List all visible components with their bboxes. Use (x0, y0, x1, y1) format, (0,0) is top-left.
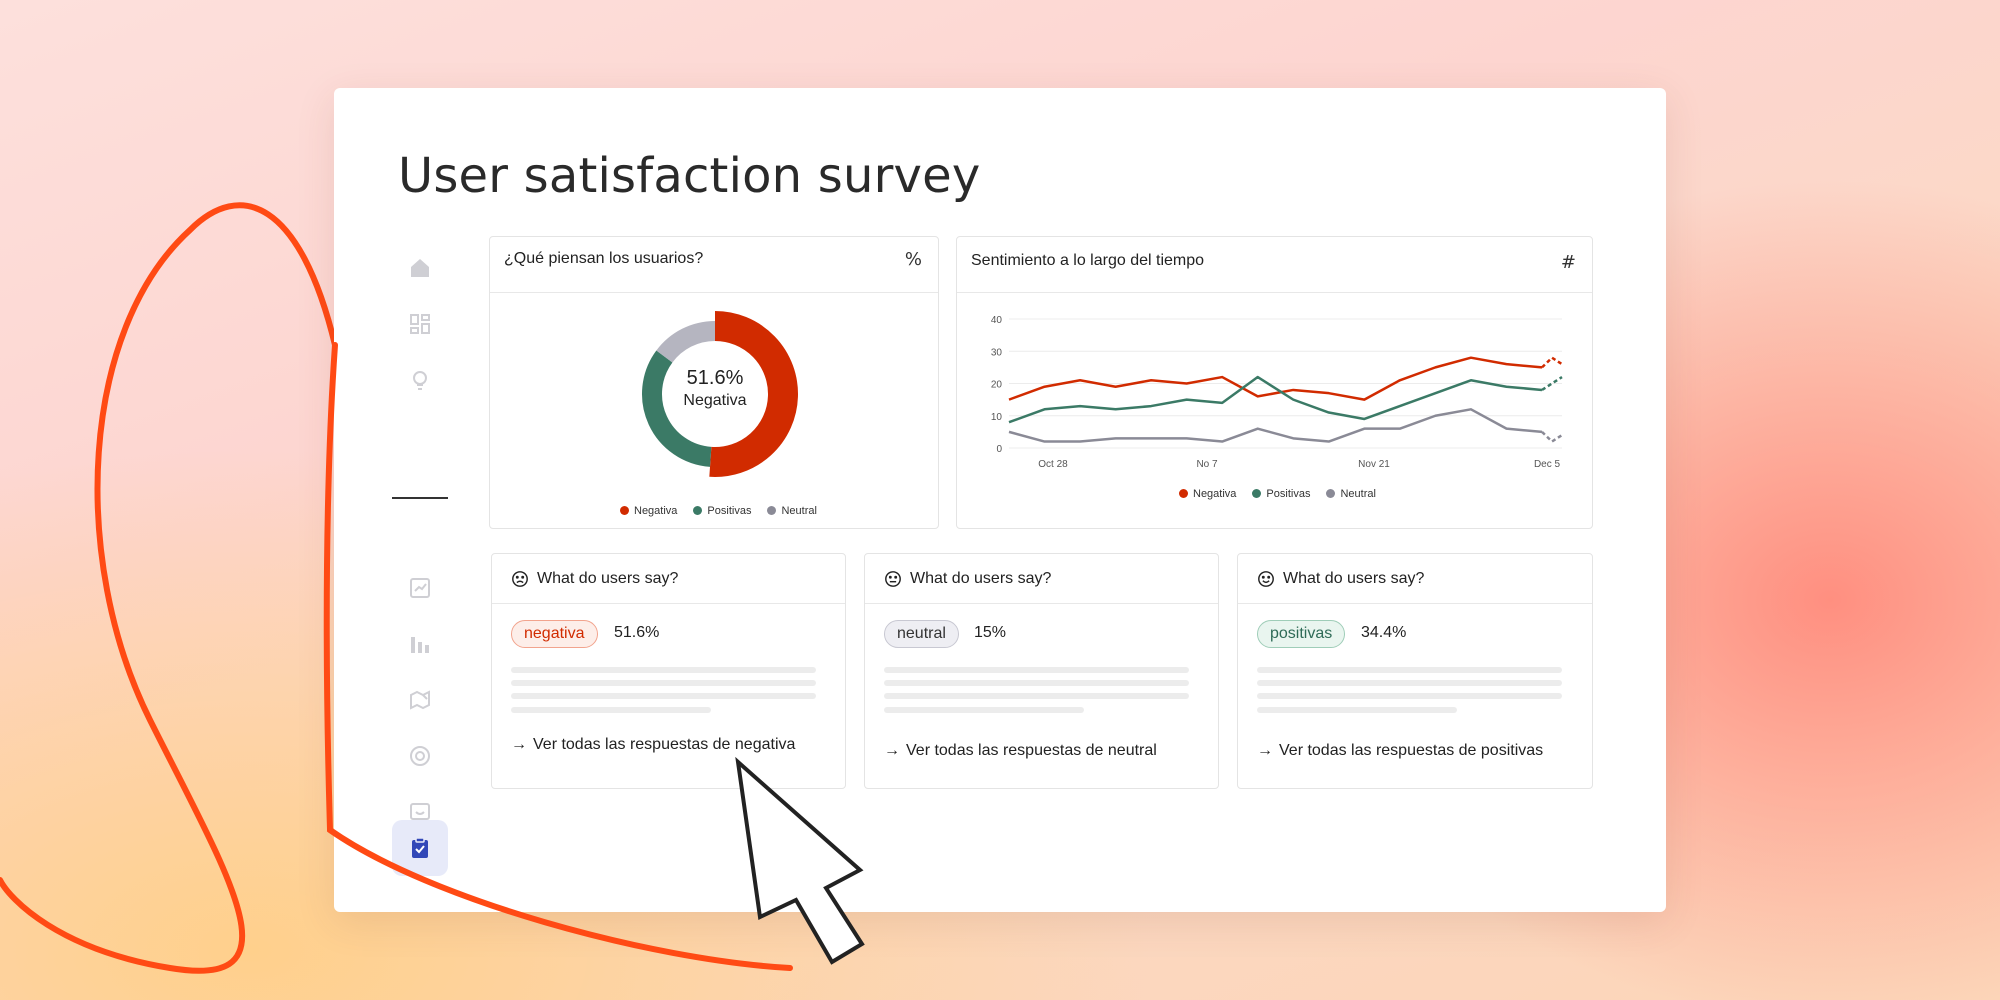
series-line-neutral (1008, 408, 1543, 443)
line-panel-header: Sentimiento a lo largo del tiempo # (957, 237, 1592, 293)
say-card-neutral: What do users say? neutral 15% → Ver toda… (864, 553, 1219, 789)
sidebar-item-mentions[interactable] (392, 728, 448, 784)
y-tick-label: 20 (991, 380, 1003, 391)
see-all-neutral-link[interactable]: → Ver todas las respuestas de neutral (884, 742, 1157, 759)
skeleton-line (884, 667, 1189, 673)
sidebar-item-insights[interactable] (392, 352, 448, 408)
percent-toggle[interactable]: % (904, 249, 922, 270)
skeleton-line (884, 680, 1189, 686)
donut-center-value: 51.6% (686, 367, 744, 389)
skeleton-line (1257, 693, 1562, 699)
donut-panel: ¿Qué piensan los usuarios? % 51.6% Negat… (489, 236, 939, 529)
y-tick-label: 10 (991, 412, 1003, 423)
sad-face-icon (512, 571, 528, 587)
skeleton-line (511, 693, 816, 699)
skeleton-line (511, 707, 711, 713)
say-card-title: What do users say? (884, 570, 1051, 588)
sentiment-pill-neutral: neutral (884, 620, 959, 648)
dashboard-icon (410, 314, 430, 334)
donut-panel-header: ¿Qué piensan los usuarios? % (490, 237, 938, 293)
arrow-right-icon: → (1257, 742, 1273, 759)
line-legend-item-positivas: Positivas (1252, 488, 1310, 500)
donut-center-label: Negativa (683, 392, 747, 409)
line-legend-item-negativa: Negativa (1179, 488, 1236, 500)
sidebar-item-dashboard[interactable] (392, 296, 448, 352)
home-icon (411, 259, 429, 277)
say-card-negativa: What do users say? negativa 51.6% → Ver t… (491, 553, 846, 789)
series-projection-negativa (1541, 356, 1563, 369)
lightbulb-icon (413, 371, 427, 390)
x-tick-label: Dec 5 (1534, 459, 1561, 470)
page-title: User satisfaction survey (398, 148, 981, 204)
sentiment-percent: 51.6% (614, 624, 660, 641)
sentiment-percent: 34.4% (1361, 624, 1407, 641)
sidebar-item-map[interactable] (392, 672, 448, 728)
sidebar-item-reports[interactable] (392, 616, 448, 672)
happy-face-icon (1258, 571, 1274, 587)
y-tick-label: 0 (996, 444, 1002, 455)
donut-slice-neutral (656, 321, 716, 363)
sentiment-pill-positivas: positivas (1257, 620, 1346, 648)
series-projection-neutral (1541, 430, 1563, 444)
sentiment-percent: 15% (974, 624, 1007, 641)
arrow-right-icon: → (884, 742, 900, 759)
sidebar-item-home[interactable] (392, 240, 448, 296)
map-edit-icon (410, 690, 430, 710)
line-panel: Sentimiento a lo largo del tiempo # 0 10 2… (956, 236, 1593, 529)
skeleton-line (511, 667, 816, 673)
sidebar-item-surveys[interactable] (392, 820, 448, 876)
skeleton-line (1257, 680, 1562, 686)
legend-item-negativa: Negativa (620, 505, 677, 517)
at-sign-icon (410, 746, 430, 766)
clipboard-check-icon (412, 837, 428, 858)
neutral-face-icon (885, 571, 901, 587)
y-tick-label: 30 (991, 347, 1003, 358)
skeleton-line (1257, 667, 1562, 673)
line-legend: Negativa Positivas Neutral (1179, 488, 1376, 500)
x-tick-label: Nov 21 (1358, 459, 1390, 470)
donut-center: 51.6% Negativa (635, 367, 795, 410)
sentiment-pill-negativa: negativa (511, 620, 598, 648)
x-tick-label: No 7 (1196, 459, 1218, 470)
y-tick-label: 40 (991, 315, 1003, 326)
survey-card: User satisfaction survey (334, 88, 1666, 912)
say-card-title: What do users say? (1257, 570, 1424, 588)
skeleton-line (511, 680, 816, 686)
line-legend-item-neutral: Neutral (1326, 488, 1376, 500)
sidebar-divider (392, 497, 448, 499)
skeleton-line (884, 693, 1189, 699)
skeleton-line (884, 707, 1084, 713)
x-tick-label: Oct 28 (1038, 459, 1068, 470)
legend-item-neutral: Neutral (767, 505, 817, 517)
sidebar-item-trends[interactable] (392, 560, 448, 616)
count-toggle[interactable]: # (1560, 252, 1576, 273)
bar-chart-icon (411, 637, 429, 653)
series-line-positivas (1008, 375, 1543, 424)
skeleton-line (1257, 707, 1457, 713)
see-all-positivas-link[interactable]: → Ver todas las respuestas de positivas (1257, 742, 1544, 759)
arrow-right-icon: → (511, 736, 527, 753)
series-projection-positivas (1541, 375, 1563, 392)
line-chart-icon (410, 578, 430, 598)
donut-panel-title: ¿Qué piensan los usuarios? (504, 250, 704, 267)
legend-item-positivas: Positivas (693, 505, 751, 517)
say-card-positivas: What do users say? positivas 34.4% → Ver … (1237, 553, 1593, 789)
series-line-negativa (1008, 356, 1543, 401)
see-all-negativa-link[interactable]: → Ver todas las respuestas de negativa (511, 736, 796, 753)
line-chart: 0 10 20 30 40 Oct 28 No 7 Nov 21 Dec 5 (991, 315, 1563, 470)
donut-legend: Negativa Positivas Neutral (620, 505, 817, 517)
line-panel-title: Sentimiento a lo largo del tiempo (971, 252, 1205, 269)
say-card-title: What do users say? (511, 570, 678, 588)
